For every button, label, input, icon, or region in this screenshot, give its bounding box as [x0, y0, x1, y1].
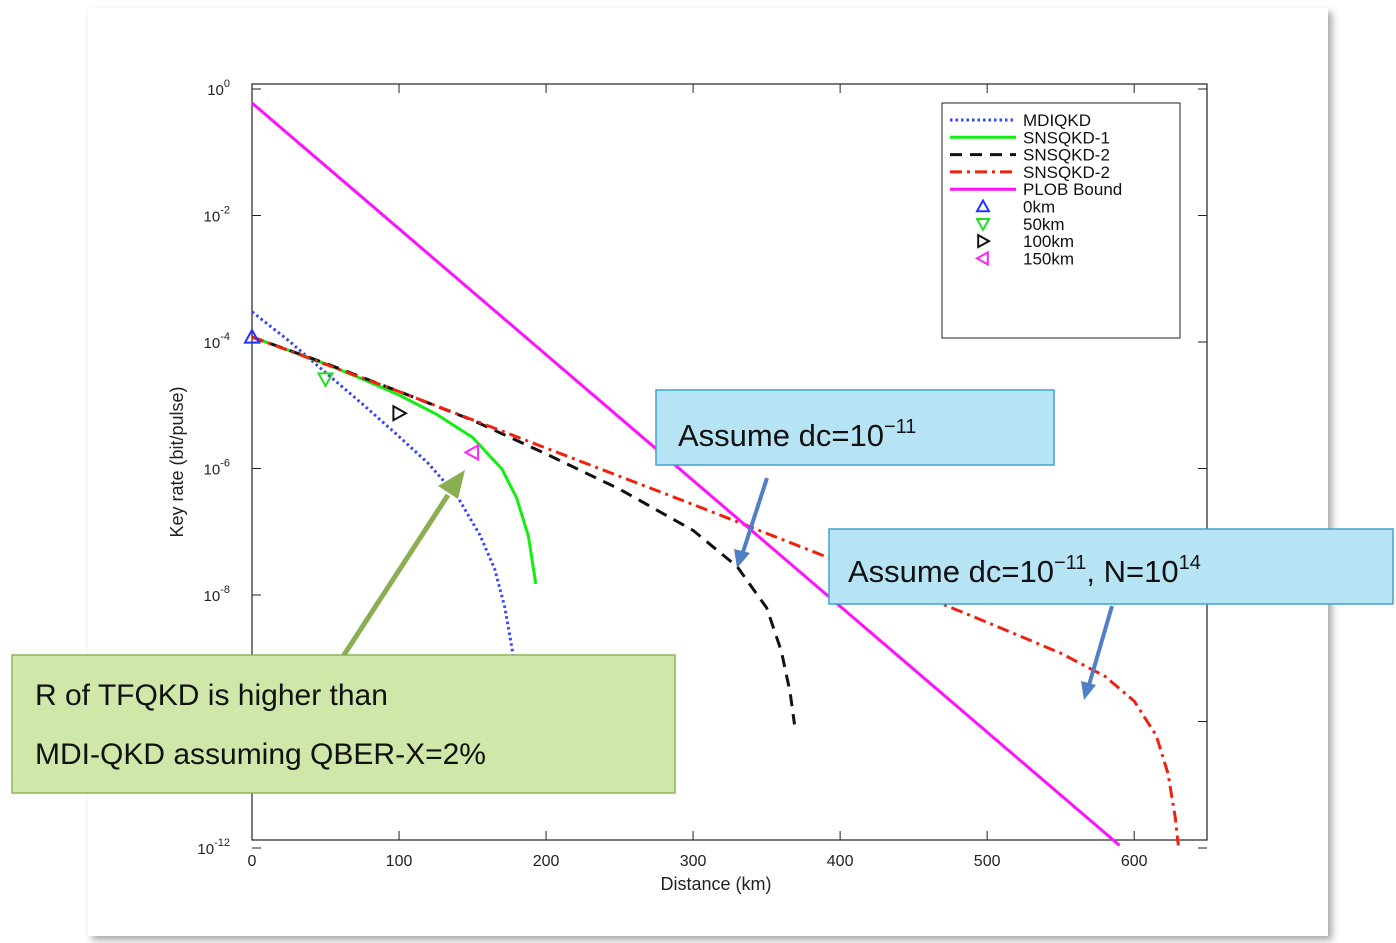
- arrow-green: [339, 493, 451, 660]
- y-tick-label: 10-6: [204, 458, 230, 479]
- y-tick-exp: -6: [220, 458, 230, 470]
- legend-label: SNSQKD-2: [1023, 146, 1110, 165]
- marker-100km: [392, 404, 409, 422]
- legend-marker: [975, 198, 991, 213]
- series-layer: [251, 101, 1180, 847]
- legend-label: MDIQKD: [1023, 111, 1091, 130]
- legend-label: PLOB Bound: [1023, 180, 1122, 199]
- arrow-blue-2: [1087, 605, 1114, 686]
- callout-n-text: , N=: [1086, 554, 1144, 589]
- arrow-blue-2-head: [1081, 681, 1096, 700]
- y-tick-base: 10: [204, 588, 221, 605]
- series-line-4: [251, 335, 1180, 846]
- x-tick-label: 0: [248, 853, 257, 870]
- y-tick-base: 10: [204, 462, 221, 479]
- y-tick-base: 10: [207, 82, 224, 99]
- y-tick-label: 10-2: [204, 205, 230, 226]
- y-tick-exp: -2: [220, 205, 230, 217]
- arrow-green-head: [438, 470, 465, 499]
- x-tick-labels: 0 100 200 300 400 500 600: [248, 853, 1148, 870]
- y-tick-base: 10: [204, 335, 221, 352]
- y-tick-exp: -4: [220, 331, 230, 343]
- y-tick-label: 10-12: [197, 837, 230, 858]
- arrow-blue-1-head: [734, 549, 750, 568]
- marker-50km: [316, 372, 335, 389]
- callout-dc-base: 10: [1019, 554, 1053, 589]
- callout-n-exp: 14: [1179, 552, 1201, 574]
- y-tick-exp: -12: [214, 837, 230, 849]
- series-line-5: [251, 101, 1121, 847]
- y-tick-label: 10-8: [204, 584, 230, 605]
- y-tick-base: 10: [197, 841, 214, 858]
- svg-text:Assume dc=10−11, N=1014: Assume dc=10−11, N=1014: [848, 552, 1201, 589]
- y-tick-base: 10: [204, 209, 221, 226]
- svg-text:Assume dc=10−11: Assume dc=10−11: [678, 416, 916, 453]
- x-tick-label: 400: [827, 853, 854, 870]
- legend-label: SNSQKD-2: [1023, 163, 1110, 182]
- x-tick-label: 600: [1121, 853, 1148, 870]
- callout-assume-dc-n: Assume dc=10−11, N=1014: [828, 528, 1394, 605]
- x-tick-label: 200: [533, 853, 560, 870]
- legend-label: 50km: [1023, 215, 1065, 234]
- legend-marker: [977, 233, 992, 249]
- y-tick-label: 10-4: [204, 331, 230, 352]
- callout-assume-dc-exp: −11: [884, 416, 916, 438]
- callout-note-line-1: R of TFQKD is higher than: [35, 679, 388, 712]
- callout-n-base: 10: [1144, 554, 1178, 589]
- y-axis-label: Key rate (bit/pulse): [167, 386, 187, 537]
- x-tick-label: 500: [974, 853, 1001, 870]
- legend-label: SNSQKD-1: [1023, 128, 1110, 147]
- callout-note-line-2: MDI-QKD assuming QBER-X=2%: [35, 738, 486, 771]
- legend-box: [941, 102, 1181, 339]
- callout-assume-dc: Assume dc=10−11: [655, 389, 1055, 466]
- marker-150km: [463, 443, 480, 462]
- x-tick-label: 100: [386, 853, 413, 870]
- x-tick-label: 300: [680, 853, 707, 870]
- series-line-1: [251, 310, 516, 659]
- legend-marker: [975, 218, 991, 232]
- legend-label: 0km: [1023, 198, 1055, 217]
- callout-assume-dc-base: 10: [849, 418, 883, 453]
- marker-0km: [243, 327, 261, 344]
- arrow-blue-1: [741, 477, 769, 553]
- x-axis-label: Distance (km): [660, 874, 771, 894]
- legend-label: 100km: [1023, 232, 1074, 251]
- y-tick-exp: -8: [220, 584, 230, 596]
- callout-assume-dc-text: Assume dc=: [678, 418, 849, 453]
- y-tick-label: 100: [207, 78, 230, 99]
- callout-dc-exp: −11: [1054, 552, 1086, 574]
- callout-note: R of TFQKD is higher than MDI-QKD assumi…: [11, 654, 676, 794]
- marker-layer: [243, 327, 480, 462]
- legend-marker: [974, 250, 989, 267]
- legend-label: 150km: [1023, 249, 1074, 268]
- y-tick-exp: 0: [224, 78, 230, 90]
- callout-dc-text: Assume dc=: [848, 554, 1019, 589]
